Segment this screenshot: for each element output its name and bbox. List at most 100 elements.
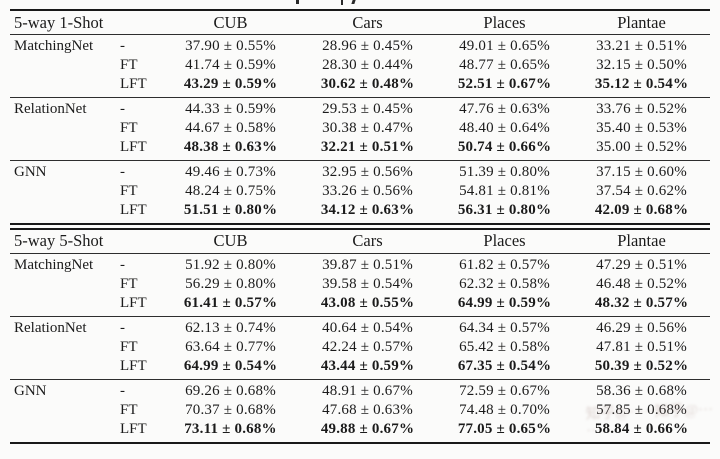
- method-block-matchingnet: MatchingNet - 51.92 ± 0.80% 39.87 ± 0.51% 61…: [10, 254, 710, 316]
- column-header-cars: Cars: [352, 12, 383, 32]
- accuracy-value: 39.87 ± 0.51%: [322, 256, 413, 273]
- accuracy-value: 37.15 ± 0.60%: [596, 164, 687, 180]
- accuracy-value: 32.21 ± 0.51%: [320, 139, 415, 155]
- variant-label: FT: [120, 57, 138, 73]
- accuracy-value: 35.00 ± 0.52%: [596, 139, 687, 155]
- accuracy-value: 64.99 ± 0.54%: [183, 357, 278, 374]
- column-header-cub: CUB: [213, 231, 248, 250]
- accuracy-value: 49.01 ± 0.65%: [459, 38, 550, 54]
- accuracy-value: 51.51 ± 0.80%: [183, 202, 278, 218]
- accuracy-value: 44.67 ± 0.58%: [185, 120, 276, 136]
- accuracy-value: 47.76 ± 0.63%: [459, 101, 550, 117]
- accuracy-value: 37.54 ± 0.62%: [596, 183, 687, 199]
- table-bottom-rule: [10, 441, 710, 444]
- accuracy-value: 40.64 ± 0.54%: [322, 319, 413, 336]
- accuracy-value: 48.24 ± 0.75%: [185, 183, 276, 199]
- table-row: RelationNet - 44.33 ± 0.59% 29.53 ± 0.45% 47…: [10, 100, 710, 119]
- accuracy-value: 54.81 ± 0.81%: [459, 183, 550, 199]
- accuracy-value: 50.74 ± 0.66%: [457, 139, 552, 155]
- accuracy-value: 61.41 ± 0.57%: [183, 294, 278, 311]
- accuracy-value: 62.32 ± 0.58%: [459, 275, 550, 292]
- tables-area: 5-way 1-Shot CUB Cars Places Plantae Matching…: [10, 9, 710, 444]
- method-block-matchingnet: MatchingNet - 37.90 ± 0.55% 28.96 ± 0.45% 49…: [10, 35, 710, 97]
- accuracy-value: 52.51 ± 0.67%: [457, 76, 552, 92]
- variant-label: -: [120, 382, 125, 399]
- table-top-rule: [10, 9, 710, 11]
- caption-descender-mark: [351, 0, 356, 4]
- table-row: FT 41.74 ± 0.59% 28.30 ± 0.44% 48.77 ± 0.65…: [10, 56, 710, 75]
- accuracy-value: 64.99 ± 0.59%: [457, 294, 552, 311]
- accuracy-value: 48.38 ± 0.63%: [183, 139, 278, 155]
- variant-label: FT: [120, 338, 138, 355]
- accuracy-value: 50.39 ± 0.52%: [594, 357, 689, 374]
- table-row: LFT 51.51 ± 0.80% 34.12 ± 0.63% 56.31 ± 0.8…: [10, 201, 710, 220]
- accuracy-value: 61.82 ± 0.57%: [459, 256, 550, 273]
- accuracy-value: 74.48 ± 0.70%: [459, 401, 550, 418]
- variant-label: LFT: [120, 202, 147, 218]
- accuracy-value: 43.29 ± 0.59%: [183, 76, 278, 92]
- accuracy-value: 47.29 ± 0.51%: [596, 256, 687, 273]
- table-row: GNN - 49.46 ± 0.73% 32.95 ± 0.56% 51.39 ± 0.…: [10, 163, 710, 182]
- accuracy-value: 72.59 ± 0.67%: [459, 382, 550, 399]
- accuracy-value: 37.90 ± 0.55%: [185, 38, 276, 54]
- accuracy-value: 41.74 ± 0.59%: [185, 57, 276, 73]
- accuracy-value: 64.34 ± 0.57%: [459, 319, 550, 336]
- table-header-row: 5-way 5-Shot CUB Cars Places Plantae: [10, 230, 710, 253]
- accuracy-value: 56.29 ± 0.80%: [185, 275, 276, 292]
- header-rule: [10, 252, 710, 254]
- table-row: FT 48.24 ± 0.75% 33.26 ± 0.56% 54.81 ± 0.81…: [10, 182, 710, 201]
- method-separator-rule: [10, 378, 710, 380]
- variant-label: FT: [120, 183, 138, 199]
- accuracy-value: 63.64 ± 0.77%: [185, 338, 276, 355]
- accuracy-value: 28.30 ± 0.44%: [322, 57, 413, 73]
- variant-label: LFT: [120, 76, 147, 92]
- table-row: FT 56.29 ± 0.80% 39.58 ± 0.54% 62.32 ± 0.58…: [10, 275, 710, 294]
- table-row: FT 70.37 ± 0.68% 47.68 ± 0.63% 74.48 ± 0.70…: [10, 401, 710, 420]
- accuracy-value: 30.62 ± 0.48%: [320, 76, 415, 92]
- clipped-caption-fragment: [0, 0, 720, 6]
- accuracy-value: 65.42 ± 0.58%: [459, 338, 550, 355]
- variant-label: -: [120, 101, 125, 117]
- accuracy-value: 33.76 ± 0.52%: [596, 101, 687, 117]
- variant-label: FT: [120, 401, 138, 418]
- method-name: MatchingNet: [14, 38, 94, 54]
- accuracy-value: 47.81 ± 0.51%: [596, 338, 687, 355]
- method-name: RelationNet: [14, 101, 87, 117]
- table-top-rule: [10, 227, 710, 230]
- column-header-cars: Cars: [352, 231, 383, 250]
- accuracy-value: 28.96 ± 0.45%: [322, 38, 413, 54]
- accuracy-value: 58.36 ± 0.68%: [596, 382, 687, 399]
- table-title: 5-way 1-Shot: [14, 12, 104, 32]
- accuracy-value: 35.40 ± 0.53%: [596, 120, 687, 136]
- accuracy-value: 33.21 ± 0.51%: [596, 38, 687, 54]
- table-row: RelationNet - 62.13 ± 0.74% 40.64 ± 0.54% 64…: [10, 319, 710, 338]
- accuracy-value: 48.77 ± 0.65%: [459, 57, 550, 73]
- accuracy-value: 32.95 ± 0.56%: [322, 164, 413, 180]
- table-row: LFT 64.99 ± 0.54% 43.44 ± 0.59% 67.35 ± 0.5…: [10, 357, 710, 376]
- table-bottom-rule: [10, 223, 710, 225]
- table-row: FT 63.64 ± 0.77% 42.24 ± 0.57% 65.42 ± 0.58…: [10, 338, 710, 357]
- table-row: LFT 73.11 ± 0.68% 49.88 ± 0.67% 77.05 ± 0.6…: [10, 420, 710, 439]
- variant-label: -: [120, 164, 125, 180]
- table-row: LFT 43.29 ± 0.59% 30.62 ± 0.48% 52.51 ± 0.6…: [10, 75, 710, 94]
- variant-label: LFT: [120, 294, 147, 311]
- method-separator-rule: [10, 315, 710, 317]
- method-separator-rule: [10, 97, 710, 98]
- accuracy-value: 49.88 ± 0.67%: [320, 420, 415, 437]
- variant-label: -: [120, 38, 125, 54]
- accuracy-value: 56.31 ± 0.80%: [457, 202, 552, 218]
- variant-label: LFT: [120, 139, 147, 155]
- column-header-cub: CUB: [213, 12, 248, 32]
- results-table-1shot: 5-way 1-Shot CUB Cars Places Plantae Matching…: [10, 9, 710, 225]
- column-header-places: Places: [483, 12, 526, 32]
- accuracy-value: 49.46 ± 0.73%: [185, 164, 276, 180]
- accuracy-value: 51.39 ± 0.80%: [459, 164, 550, 180]
- accuracy-value: 67.35 ± 0.54%: [457, 357, 552, 374]
- column-header-places: Places: [483, 231, 526, 250]
- method-name: RelationNet: [14, 319, 87, 336]
- method-name: GNN: [14, 382, 47, 399]
- accuracy-value: 77.05 ± 0.65%: [457, 420, 552, 437]
- table-header-row: 5-way 1-Shot CUB Cars Places Plantae: [10, 11, 710, 34]
- accuracy-value: 39.58 ± 0.54%: [322, 275, 413, 292]
